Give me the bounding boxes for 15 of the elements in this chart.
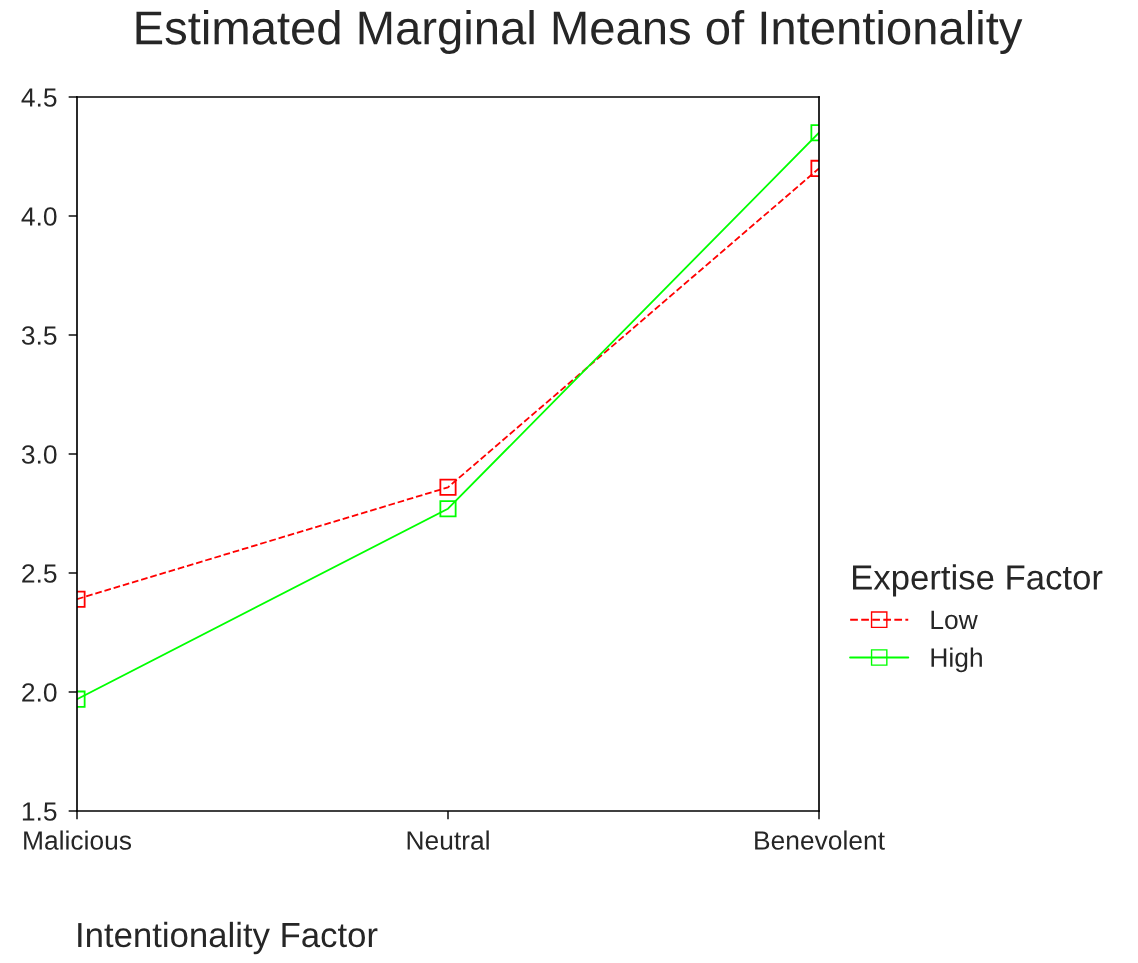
legend-title: Expertise Factor bbox=[853, 564, 1103, 597]
y-tick-label: 3.0 bbox=[21, 445, 57, 464]
legend-label: Low bbox=[931, 610, 978, 630]
x-tick-label: Neutral bbox=[407, 830, 489, 850]
legend-label: High bbox=[931, 647, 982, 673]
y-tick-label: 1.5 bbox=[22, 802, 57, 821]
x-axis-title: Intentionality Factor bbox=[78, 921, 378, 955]
y-tick-label: 2.5 bbox=[22, 564, 57, 583]
y-tick-label: 3.5 bbox=[21, 326, 57, 345]
x-tick-label: Benevolent bbox=[755, 830, 885, 850]
y-tick-label: 2.0 bbox=[22, 683, 57, 702]
chart-title: Estimated Marginal Means of Intentionality bbox=[136, 9, 1023, 55]
x-tick-label: Malicious bbox=[24, 830, 132, 850]
y-tick-label: 4.5 bbox=[21, 88, 57, 107]
y-tick-label: 4.0 bbox=[21, 207, 57, 226]
